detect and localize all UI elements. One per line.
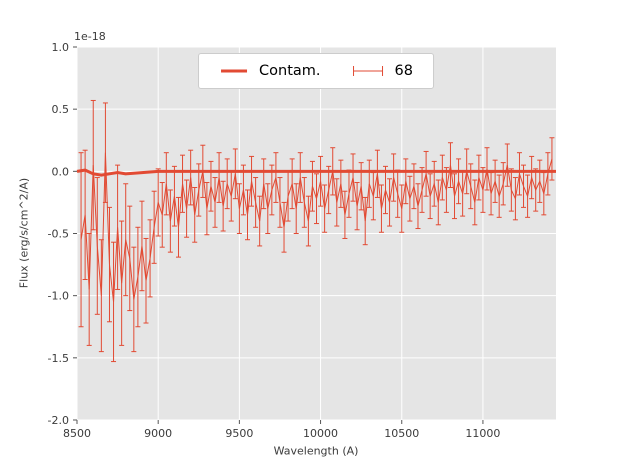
flux-line: [80, 152, 553, 302]
x-tick-label: 10000: [303, 427, 338, 440]
x-tick-label: 11000: [465, 427, 500, 440]
y-tick-label: 0.5: [52, 103, 70, 116]
legend-label-68: 68: [394, 63, 413, 79]
y-tick-label: -1.0: [48, 290, 69, 303]
y-axis-offset-text: 1e-18: [74, 30, 106, 43]
x-tick-label: 9500: [225, 427, 253, 440]
y-tick-label: -1.5: [48, 352, 69, 365]
y-tick-label: 0.0: [52, 165, 70, 178]
x-tick-label: 8500: [63, 427, 91, 440]
x-tick-label: 10500: [384, 427, 419, 440]
errorbar-key-icon: [352, 66, 383, 76]
legend-item-contam: Contam.: [219, 63, 321, 79]
legend-item-68: 68: [351, 63, 413, 79]
y-tick-label: -0.5: [48, 228, 69, 241]
y-axis-label: Flux (erg/s/cm^2/A): [17, 177, 31, 289]
contam-line: [76, 168, 556, 177]
x-axis-label: Wavelength (A): [273, 444, 359, 458]
y-tick-label: -2.0: [48, 414, 69, 427]
x-tick-label: 9000: [144, 427, 172, 440]
legend: Contam. 68: [198, 53, 434, 89]
legend-label-contam: Contam.: [259, 63, 321, 79]
contam-line-key-icon: [221, 69, 248, 73]
y-tick-label: 1.0: [52, 41, 70, 54]
